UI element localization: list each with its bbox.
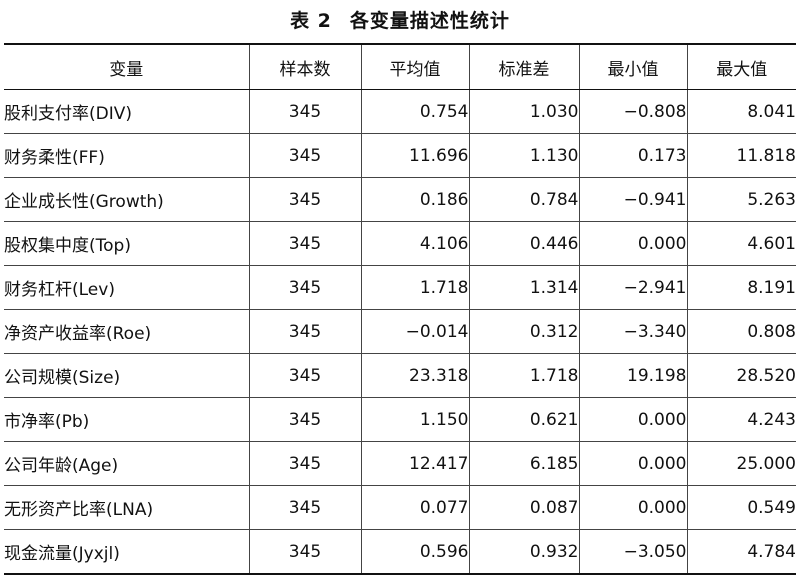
cell-min: −3.050 xyxy=(578,529,687,575)
cell-std-dev: 1.030 xyxy=(468,89,579,134)
cell-min: 0.000 xyxy=(578,397,687,442)
cell-sample-size: 345 xyxy=(248,89,361,134)
cell-sample-size: 345 xyxy=(248,485,361,530)
cell-sample-size: 345 xyxy=(248,397,361,442)
cell-max: 25.000 xyxy=(686,441,796,486)
cell-max: 0.808 xyxy=(686,309,796,354)
cell-sample-size: 345 xyxy=(248,221,361,266)
header-variable: 变量 xyxy=(4,43,249,90)
cell-max: 4.601 xyxy=(686,221,796,266)
cell-std-dev: 1.314 xyxy=(468,265,579,310)
cell-min: 0.000 xyxy=(578,485,687,530)
table-row: 净资产收益率(Roe) 345 −0.014 0.312 −3.340 0.80… xyxy=(4,309,796,354)
cell-variable: 股利支付率(DIV) xyxy=(4,89,249,134)
cell-std-dev: 0.312 xyxy=(468,309,579,354)
cell-max: 0.549 xyxy=(686,485,796,530)
cell-mean: 4.106 xyxy=(360,221,469,266)
cell-mean: 23.318 xyxy=(360,353,469,398)
cell-mean: 11.696 xyxy=(360,133,469,178)
header-min: 最小值 xyxy=(578,43,687,90)
cell-mean: 12.417 xyxy=(360,441,469,486)
header-std-dev: 标准差 xyxy=(468,43,579,90)
cell-std-dev: 1.130 xyxy=(468,133,579,178)
table-row: 市净率(Pb) 345 1.150 0.621 0.000 4.243 xyxy=(4,397,796,442)
cell-variable: 净资产收益率(Roe) xyxy=(4,309,249,354)
cell-min: 0.000 xyxy=(578,441,687,486)
cell-min: −3.340 xyxy=(578,309,687,354)
cell-sample-size: 345 xyxy=(248,529,361,575)
cell-min: −0.808 xyxy=(578,89,687,134)
cell-max: 8.041 xyxy=(686,89,796,134)
cell-mean: −0.014 xyxy=(360,309,469,354)
table-row: 股权集中度(Top) 345 4.106 0.446 0.000 4.601 xyxy=(4,221,796,266)
cell-mean: 0.754 xyxy=(360,89,469,134)
cell-min: 0.000 xyxy=(578,221,687,266)
header-max: 最大值 xyxy=(686,43,796,90)
cell-variable: 公司规模(Size) xyxy=(4,353,249,398)
cell-sample-size: 345 xyxy=(248,441,361,486)
cell-mean: 0.077 xyxy=(360,485,469,530)
cell-max: 4.784 xyxy=(686,529,796,575)
table-row: 公司年龄(Age) 345 12.417 6.185 0.000 25.000 xyxy=(4,441,796,486)
cell-mean: 0.596 xyxy=(360,529,469,575)
cell-mean: 1.150 xyxy=(360,397,469,442)
cell-mean: 0.186 xyxy=(360,177,469,222)
cell-std-dev: 6.185 xyxy=(468,441,579,486)
cell-variable: 股权集中度(Top) xyxy=(4,221,249,266)
descriptive-stats-table: 变量 样本数 平均值 标准差 最小值 最大值 股利支付率(DIV) 345 0.… xyxy=(4,43,796,575)
table-title: 各变量描述性统计 xyxy=(349,10,510,32)
cell-variable: 财务柔性(FF) xyxy=(4,133,249,178)
cell-std-dev: 0.784 xyxy=(468,177,579,222)
cell-sample-size: 345 xyxy=(248,133,361,178)
cell-sample-size: 345 xyxy=(248,177,361,222)
cell-sample-size: 345 xyxy=(248,309,361,354)
table-row: 股利支付率(DIV) 345 0.754 1.030 −0.808 8.041 xyxy=(4,89,796,134)
cell-variable: 现金流量(Jyxjl) xyxy=(4,529,249,575)
table-row: 企业成长性(Growth) 345 0.186 0.784 −0.941 5.2… xyxy=(4,177,796,222)
cell-max: 28.520 xyxy=(686,353,796,398)
table-row: 无形资产比率(LNA) 345 0.077 0.087 0.000 0.549 xyxy=(4,485,796,530)
header-sample-size: 样本数 xyxy=(248,43,361,90)
header-mean: 平均值 xyxy=(360,43,469,90)
cell-variable: 财务杠杆(Lev) xyxy=(4,265,249,310)
cell-min: −2.941 xyxy=(578,265,687,310)
table-row: 公司规模(Size) 345 23.318 1.718 19.198 28.52… xyxy=(4,353,796,398)
cell-variable: 无形资产比率(LNA) xyxy=(4,485,249,530)
table-row: 财务杠杆(Lev) 345 1.718 1.314 −2.941 8.191 xyxy=(4,265,796,310)
cell-sample-size: 345 xyxy=(248,265,361,310)
table-row: 财务柔性(FF) 345 11.696 1.130 0.173 11.818 xyxy=(4,133,796,178)
cell-max: 5.263 xyxy=(686,177,796,222)
cell-min: 0.173 xyxy=(578,133,687,178)
cell-max: 8.191 xyxy=(686,265,796,310)
cell-std-dev: 0.932 xyxy=(468,529,579,575)
cell-variable: 公司年龄(Age) xyxy=(4,441,249,486)
cell-min: −0.941 xyxy=(578,177,687,222)
cell-std-dev: 0.446 xyxy=(468,221,579,266)
cell-max: 4.243 xyxy=(686,397,796,442)
cell-variable: 企业成长性(Growth) xyxy=(4,177,249,222)
header-row: 变量 样本数 平均值 标准差 最小值 最大值 xyxy=(4,43,796,90)
cell-std-dev: 0.621 xyxy=(468,397,579,442)
cell-std-dev: 1.718 xyxy=(468,353,579,398)
cell-mean: 1.718 xyxy=(360,265,469,310)
cell-variable: 市净率(Pb) xyxy=(4,397,249,442)
table-number: 表 2 xyxy=(290,10,332,32)
cell-sample-size: 345 xyxy=(248,353,361,398)
cell-min: 19.198 xyxy=(578,353,687,398)
table-row: 现金流量(Jyxjl) 345 0.596 0.932 −3.050 4.784 xyxy=(4,529,796,575)
cell-max: 11.818 xyxy=(686,133,796,178)
cell-std-dev: 0.087 xyxy=(468,485,579,530)
table-caption: 表 2 各变量描述性统计 xyxy=(0,6,800,33)
